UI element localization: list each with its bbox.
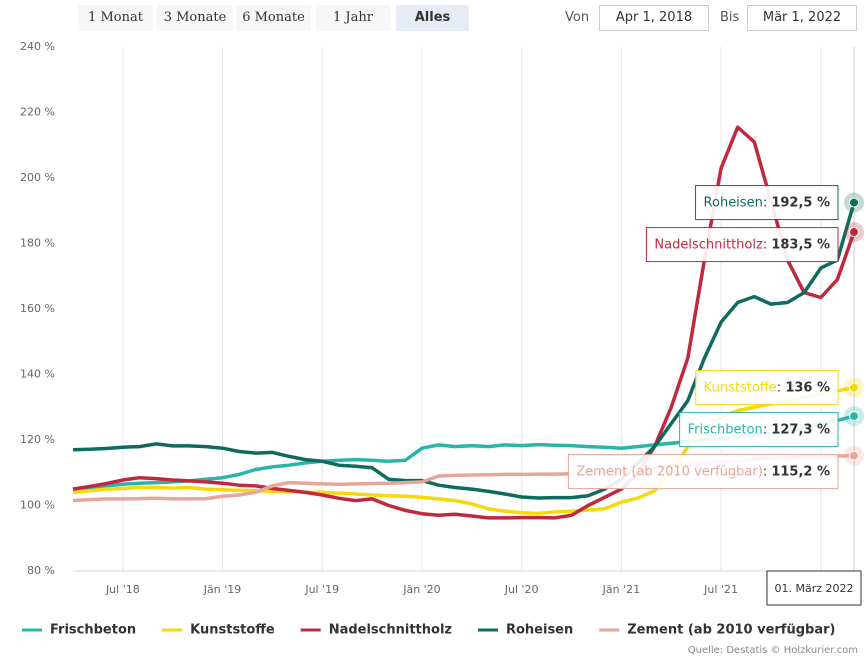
- legend-label[interactable]: Roheisen: [506, 623, 573, 638]
- tooltip-name: Kunststoffe: [704, 380, 777, 395]
- range-button[interactable]: 6 Monate: [236, 5, 311, 31]
- legend-label[interactable]: Zement (ab 2010 verfügbar): [627, 623, 835, 638]
- legend-label[interactable]: Kunststoffe: [190, 623, 275, 638]
- y-tick-label: 240 %: [20, 40, 55, 53]
- date-box: [766, 570, 862, 606]
- legend-label[interactable]: Frischbeton: [50, 623, 136, 638]
- tooltip-box: [695, 185, 839, 221]
- series-line: [72, 202, 856, 500]
- tooltip: Nadelschnittholz: 183,5 %: [645, 227, 839, 263]
- marker: [849, 227, 859, 238]
- tooltip-name: Roheisen: [704, 195, 763, 210]
- legend-label[interactable]: Nadelschnittholz: [329, 623, 452, 638]
- y-tick-label: 120 %: [20, 433, 55, 446]
- tooltip: Frischbeton: 127,3 %: [679, 412, 839, 448]
- tooltip: Zement (ab 2010 verfügbar): 115,2 %: [567, 454, 839, 490]
- tooltip: Roheisen: 192,5 %: [695, 185, 839, 221]
- x-tick-label: Jän '19: [203, 583, 241, 596]
- tooltip-sep: :: [763, 195, 772, 210]
- marker: [849, 382, 859, 393]
- tooltip-sep: :: [777, 380, 786, 395]
- x-tick-label: Jul '21: [703, 583, 738, 596]
- from-label: Von: [565, 10, 590, 25]
- to-input[interactable]: Mär 1, 2022: [747, 5, 857, 31]
- x-tick-label: Jän '20: [402, 583, 440, 596]
- tooltip-box: [645, 227, 839, 263]
- date-tooltip: 01. März 2022: [766, 570, 862, 606]
- tooltip-box: [695, 370, 839, 406]
- x-tick-label: Jul '20: [504, 583, 539, 596]
- tooltip-name: Frischbeton: [688, 422, 763, 437]
- y-tick-label: 140 %: [20, 368, 55, 381]
- x-tick-label: Jul '18: [105, 583, 140, 596]
- marker: [849, 450, 859, 461]
- tooltip-text: Nadelschnittholz: 183,5 %: [654, 237, 830, 252]
- y-tick-label: 80 %: [27, 564, 55, 577]
- x-tick-label: Jän '21: [602, 583, 640, 596]
- tooltip-text: Roheisen: 192,5 %: [704, 195, 830, 210]
- tooltip-name: Zement (ab 2010 verfügbar): [576, 464, 762, 479]
- tooltip-text: Frischbeton: 127,3 %: [688, 422, 830, 437]
- tooltip-sep: :: [763, 422, 772, 437]
- tooltip-sep: :: [763, 464, 772, 479]
- tooltip-value: 127,3 %: [771, 422, 830, 437]
- tooltip-name: Nadelschnittholz: [654, 237, 763, 252]
- series-line: [72, 385, 855, 516]
- x-tick-label: Jul '19: [304, 583, 339, 596]
- tooltip-text: Kunststoffe: 136 %: [704, 380, 830, 395]
- source: Quelle: Destatis © Holzkurier.com: [688, 645, 858, 656]
- tooltip-box: [567, 454, 839, 490]
- marker: [849, 411, 859, 422]
- y-tick-label: 160 %: [20, 302, 55, 315]
- marker: [849, 197, 859, 208]
- tooltip-value: 115,2 %: [771, 464, 830, 479]
- tooltip-text: Zement (ab 2010 verfügbar): 115,2 %: [576, 464, 830, 479]
- tooltip-value: 192,5 %: [771, 195, 830, 210]
- tooltip-box: [679, 412, 839, 448]
- y-tick-label: 180 %: [20, 237, 55, 250]
- series-line: [72, 125, 856, 520]
- range-button[interactable]: 1 Monat: [78, 5, 153, 31]
- tooltip-value: 136 %: [785, 380, 830, 395]
- from-input[interactable]: Apr 1, 2018: [599, 5, 709, 31]
- range-button[interactable]: 3 Monate: [157, 5, 233, 31]
- y-tick-label: 200 %: [20, 171, 55, 184]
- range-button[interactable]: Alles: [396, 5, 469, 31]
- y-tick-label: 100 %: [20, 499, 55, 512]
- tooltip: Kunststoffe: 136 %: [695, 370, 839, 406]
- tooltip-value: 183,5 %: [771, 237, 830, 252]
- date-text: 01. März 2022: [774, 582, 853, 595]
- range-button[interactable]: 1 Jahr: [316, 5, 390, 31]
- y-tick-label: 220 %: [20, 106, 55, 119]
- tooltip-sep: :: [763, 237, 772, 252]
- to-label: Bis: [720, 10, 740, 25]
